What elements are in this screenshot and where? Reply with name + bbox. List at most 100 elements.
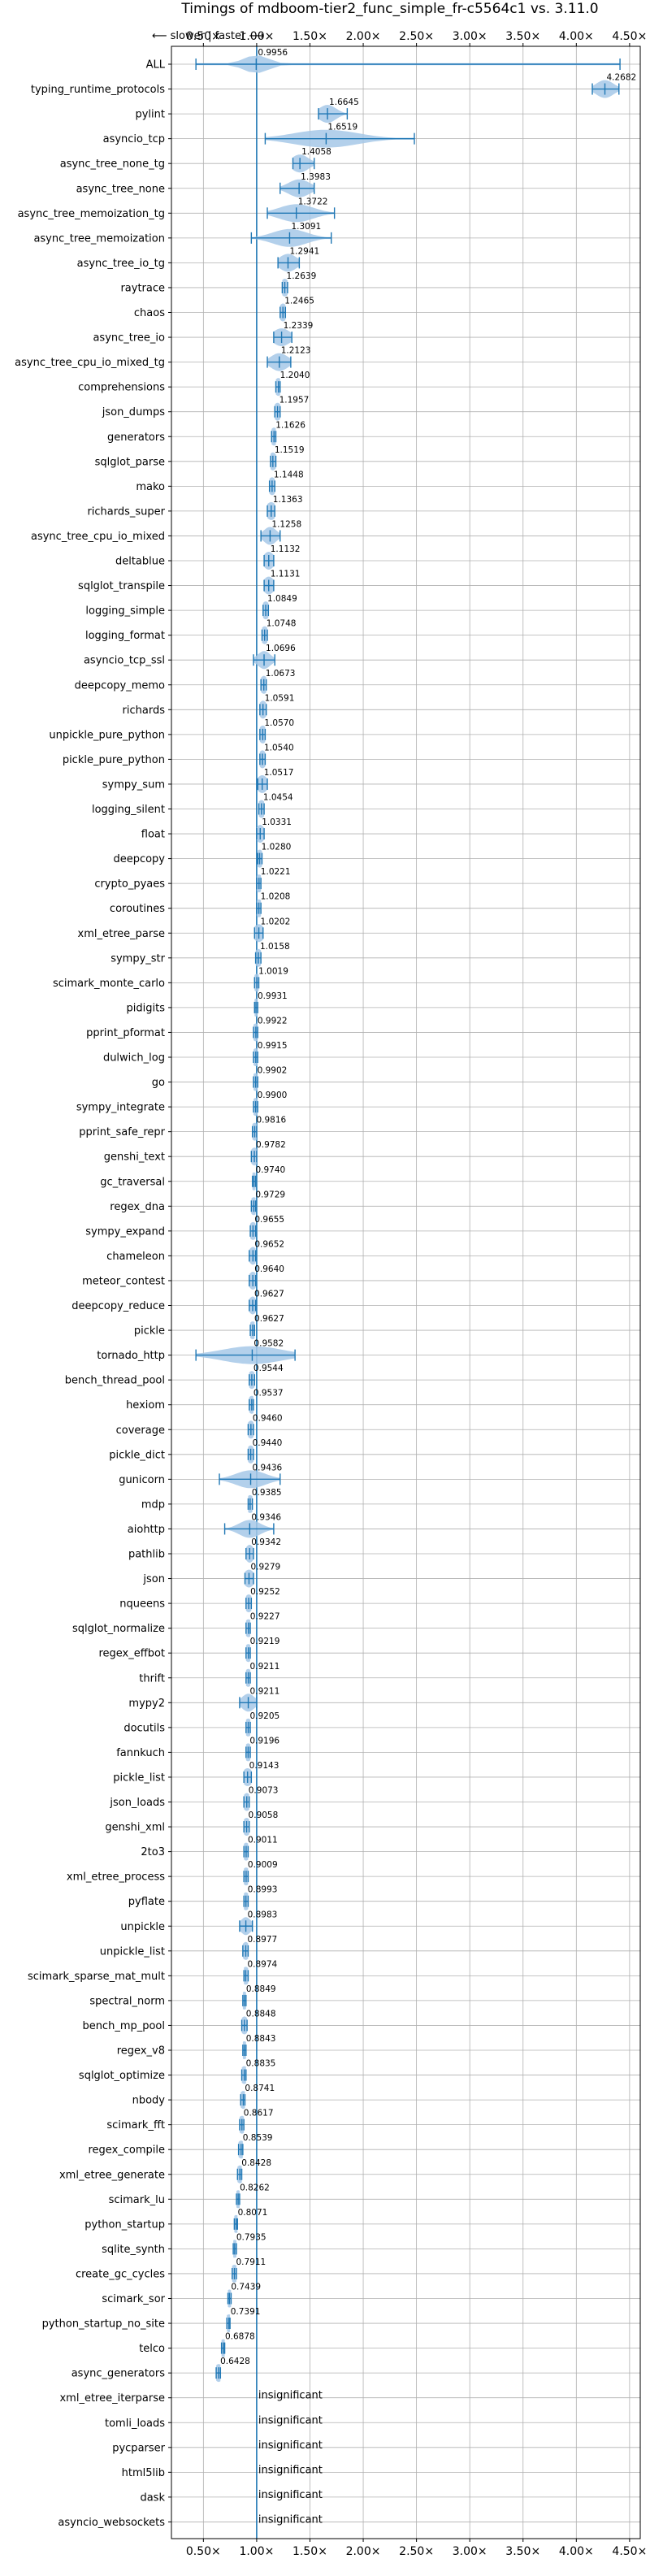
insignificant-label: insignificant <box>258 2439 323 2452</box>
benchmark-label: pyflate <box>128 1896 165 1908</box>
value-label: 1.2465 <box>284 297 314 306</box>
benchmark-label: async_tree_none_tg <box>60 158 165 171</box>
value-label: 0.9902 <box>258 1066 288 1076</box>
value-label: 0.9931 <box>258 991 288 1001</box>
benchmark-label: create_gc_cycles <box>76 2268 165 2280</box>
value-label: 1.0540 <box>264 743 294 752</box>
value-label: 0.9922 <box>258 1016 288 1026</box>
benchmark-label: hexiom <box>126 1399 165 1412</box>
value-label: 1.3983 <box>301 172 331 182</box>
benchmark-label: async_tree_memoization_tg <box>18 208 165 220</box>
benchmark-label: xml_etree_iterparse <box>59 2392 165 2405</box>
benchmark-label: regex_v8 <box>117 2045 165 2058</box>
value-label: 0.9816 <box>256 1116 286 1125</box>
value-label: 1.3722 <box>298 197 328 206</box>
benchmark-label: comprehensions <box>78 382 165 394</box>
value-label: 1.0280 <box>262 843 292 852</box>
value-label: 0.9544 <box>254 1364 284 1373</box>
value-label: 1.2639 <box>287 271 317 281</box>
axis-layer: 0.50× 0.50× 1.00× 1.00× 1.50× 1.50× 2.00× 2.00×… <box>15 30 647 2558</box>
benchmark-label: chaos <box>134 307 165 319</box>
benchmark-label: meteor_contest <box>82 1275 165 1287</box>
benchmark-label: coroutines <box>110 903 165 915</box>
value-label: 0.9582 <box>254 1339 284 1349</box>
value-label: 4.2682 <box>606 73 636 83</box>
value-label: 0.9058 <box>249 1811 279 1820</box>
value-label: 0.9385 <box>252 1488 282 1498</box>
value-label: 0.7391 <box>231 2307 261 2317</box>
benchmark-label: pickle_dict <box>109 1449 165 1461</box>
value-label: 0.8071 <box>238 2208 268 2218</box>
benchmark-label: deepcopy_reduce <box>72 1300 165 1312</box>
benchmark-label: float <box>141 829 165 841</box>
benchmark-label: sympy_str <box>110 952 165 965</box>
value-label: 0.8848 <box>246 2009 276 2019</box>
x-tick-label-top: 1.50× <box>292 30 327 43</box>
value-label: 1.4058 <box>301 147 332 157</box>
value-label: 0.8617 <box>244 2109 274 2118</box>
value-label: 0.9196 <box>249 1736 280 1746</box>
value-label: 1.1258 <box>271 519 301 529</box>
benchmark-label: async_generators <box>72 2368 166 2380</box>
x-tick-label-top: 1.00× <box>239 30 274 43</box>
value-label: 0.8993 <box>248 1885 278 1895</box>
benchmark-label: html5lib <box>122 2467 165 2479</box>
benchmark-label: deepcopy_memo <box>75 679 165 692</box>
benchmark-label: go <box>152 1077 165 1089</box>
benchmark-label: scimark_fft <box>106 2119 165 2131</box>
x-tick-label-top: 2.00× <box>346 30 381 43</box>
chart-title: Timings of mdboom-tier2_func_simple_fr-c… <box>180 1 598 17</box>
value-label: 0.7911 <box>236 2257 266 2267</box>
x-tick-label-top: 3.50× <box>505 30 540 43</box>
value-label: 1.2941 <box>289 246 319 256</box>
value-label: 0.8977 <box>247 1935 277 1945</box>
x-tick-label-bottom: 4.50× <box>612 2545 647 2558</box>
value-label: 1.0591 <box>265 693 295 703</box>
benchmark-label: gc_traversal <box>100 1176 165 1188</box>
benchmark-label: python_startup_no_site <box>42 2318 165 2331</box>
benchmark-label: json <box>142 1573 165 1585</box>
benchmark-label: generators <box>107 432 165 444</box>
value-label: 0.9219 <box>250 1637 280 1646</box>
benchmark-label: sqlite_synth <box>102 2244 165 2256</box>
benchmark-label: richards_super <box>87 505 165 518</box>
benchmark-label: async_tree_memoization <box>33 232 165 245</box>
value-label: 0.9252 <box>250 1587 280 1597</box>
value-label: 0.8428 <box>241 2158 271 2168</box>
x-tick-label-bottom: 3.00× <box>453 2545 488 2558</box>
benchmark-label: deepcopy <box>113 853 165 865</box>
benchmark-label: pickle_pure_python <box>63 754 165 766</box>
value-label: 0.9460 <box>253 1413 283 1423</box>
benchmark-label: pickle <box>134 1325 165 1338</box>
value-label: 0.9782 <box>256 1140 286 1150</box>
value-label: 0.9436 <box>253 1463 283 1472</box>
x-tick-label-bottom: 0.50× <box>186 2545 221 2558</box>
benchmark-label: dask <box>140 2491 165 2504</box>
value-label: 0.9009 <box>248 1860 278 1870</box>
value-label: 0.9652 <box>254 1239 284 1249</box>
value-label: 1.0221 <box>261 867 291 877</box>
value-label: 0.9729 <box>255 1190 285 1199</box>
insignificant-label: insignificant <box>258 2513 323 2526</box>
benchmark-label: typing_runtime_protocols <box>31 84 165 96</box>
value-label: 0.9211 <box>250 1686 280 1696</box>
value-label: 1.1131 <box>271 570 301 579</box>
value-label: 1.0849 <box>267 594 297 604</box>
benchmark-label: scimark_monte_carlo <box>53 978 165 990</box>
value-label: 1.2339 <box>284 321 314 331</box>
value-label: 0.8849 <box>246 1984 276 1994</box>
benchmark-label: xml_etree_parse <box>78 928 165 940</box>
value-label: 0.9956 <box>258 48 288 58</box>
value-label: 0.7439 <box>231 2283 261 2292</box>
benchmark-label: nqueens <box>119 1598 165 1611</box>
benchmark-label: logging_silent <box>92 804 165 816</box>
x-tick-label-top: 3.00× <box>453 30 488 43</box>
value-label: 1.3091 <box>291 222 321 232</box>
benchmark-label: ALL <box>146 59 166 72</box>
value-label: 1.0673 <box>266 669 296 679</box>
value-label: 0.9627 <box>254 1290 284 1299</box>
benchmark-label: regex_compile <box>88 2144 165 2157</box>
benchmark-label: bench_mp_pool <box>82 2020 165 2032</box>
benchmark-label: sqlglot_transpile <box>78 580 165 592</box>
value-label: 0.9900 <box>258 1091 288 1100</box>
